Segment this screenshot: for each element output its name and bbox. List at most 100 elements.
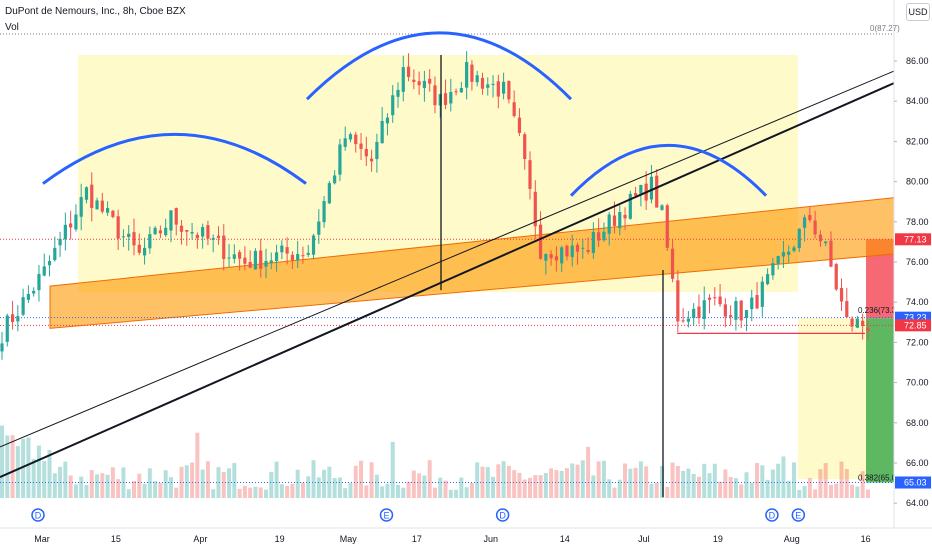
candle-body [507,81,511,100]
candle-body [850,318,854,327]
volume-bar [73,484,78,498]
volume-bar [628,468,633,498]
volume-bar [142,483,147,498]
candle-body [581,247,585,249]
candle-body [628,193,632,219]
candle-body [290,254,294,261]
candle-body [26,293,30,300]
candle-body [10,314,15,322]
candle-body [370,158,374,162]
candle-body [649,176,654,200]
y-tick-label: 66.00 [906,458,929,468]
candle-body [412,79,416,82]
event-marker [765,508,779,522]
candle-body [602,231,606,241]
volume-bar [300,482,305,498]
candle-body [533,191,537,227]
candle-body [634,193,638,196]
candle-body [106,208,110,213]
volume-bar [406,481,411,498]
candle-body [861,320,865,327]
volume-bar [644,466,649,498]
volume-bar [332,478,337,498]
candle-body [169,210,173,231]
volume-bar [190,462,195,498]
event-marker-letter: E [383,511,389,521]
candle-body [253,250,258,270]
volume-bar [200,469,205,498]
volume-bar [448,489,453,498]
candle-body [132,232,136,246]
volume-bar [485,467,490,498]
candle-body [655,175,659,208]
candle-body [771,263,775,276]
currency-button[interactable]: USD [906,3,930,21]
candle-body [544,253,548,261]
candle-body [47,261,52,266]
price-label-box [895,319,931,332]
volume-bar [274,461,279,498]
volume-bar [813,489,818,498]
volume-bar [337,477,342,498]
volume-bar [116,479,121,498]
candle-body [269,260,273,263]
volume-bar [522,479,527,498]
x-tick-label: 19 [713,534,723,544]
volume-bar [580,460,585,498]
volume-bar [285,485,290,498]
candle-body [348,134,353,140]
candle-body [792,247,796,251]
candle-body [69,223,73,228]
candle-body [343,138,347,147]
volume-bar [691,473,696,498]
candle-body [433,85,437,106]
candle-body [824,241,828,244]
candle-body [554,256,558,261]
candle-body [206,225,210,239]
candle-body [142,247,147,256]
candle-body [512,102,516,117]
candle-body [707,297,712,300]
volume-bar [195,432,200,498]
price-label-text: 72.85 [904,320,927,330]
candle-body [243,257,247,264]
volume-bar [79,476,84,498]
volume-bar [5,435,10,498]
fib-label: 0.382(65.03) [858,473,904,482]
candle-body [454,91,458,93]
x-tick-label: 16 [861,534,871,544]
volume-bar [258,487,263,498]
volume-bar [438,477,443,498]
volume-bar [712,463,717,498]
candle-body [639,184,643,194]
volume-bar [665,486,670,498]
volume-bar [612,487,617,498]
volume-bar [564,468,569,498]
volume-bar [844,469,849,498]
y-tick-label: 78.00 [906,217,929,227]
candle-body [491,83,495,85]
volume-bar [100,473,105,498]
volume-bar [68,475,73,498]
volume-bar [855,486,860,498]
volume-bar [380,486,385,498]
volume-bar [432,487,437,498]
volume-bar [137,473,142,498]
volume-bar [834,483,839,498]
volume-bar [506,465,511,498]
volume-bar [607,479,612,498]
volume-bar [739,484,744,498]
volume-bar [95,474,100,498]
candle-body [776,255,780,264]
volume-bar [475,462,480,498]
y-tick-label: 82.00 [906,136,929,146]
volume-bar [348,483,353,498]
volume-bar [501,461,506,498]
volume-bar [860,471,865,498]
volume-bar [823,463,828,498]
volume-bars [0,425,870,498]
x-tick-label: 19 [275,534,285,544]
volume-bar [538,475,543,498]
